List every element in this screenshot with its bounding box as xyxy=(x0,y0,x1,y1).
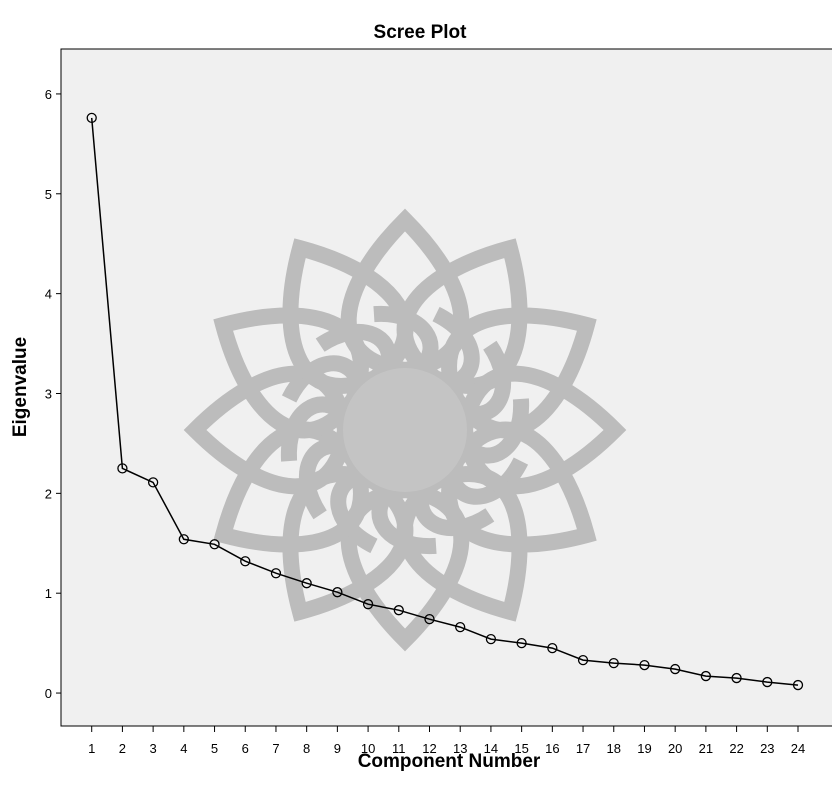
data-point xyxy=(117,463,128,474)
y-tick-label: 4 xyxy=(45,287,52,302)
y-tick-label: 3 xyxy=(45,386,52,401)
x-tick-label: 4 xyxy=(180,741,187,756)
x-tick-label: 2 xyxy=(119,741,126,756)
data-point xyxy=(731,672,742,684)
x-tick-label: 17 xyxy=(576,741,590,756)
data-point xyxy=(301,578,312,589)
data-point xyxy=(209,539,220,550)
x-tick-label: 24 xyxy=(791,741,805,756)
data-point xyxy=(516,637,527,649)
data-point xyxy=(792,679,804,691)
y-tick-label: 2 xyxy=(45,486,52,501)
x-tick-label: 10 xyxy=(361,741,375,756)
watermark-arc xyxy=(373,306,439,376)
data-point xyxy=(608,657,619,669)
x-tick-label: 3 xyxy=(150,741,157,756)
y-tick-label: 0 xyxy=(45,686,52,701)
data-point xyxy=(332,587,343,598)
x-tick-label: 5 xyxy=(211,741,218,756)
data-point xyxy=(670,663,681,675)
data-point xyxy=(362,599,374,610)
x-tick-label: 12 xyxy=(422,741,436,756)
data-point xyxy=(547,642,558,654)
x-tick-label: 6 xyxy=(242,741,249,756)
series-line xyxy=(90,117,799,686)
x-axis-label: Component Number xyxy=(358,751,541,772)
x-tick-label: 18 xyxy=(607,741,621,756)
x-tick-label: 14 xyxy=(484,741,498,756)
y-tick-label: 1 xyxy=(45,586,52,601)
watermark-center-circle xyxy=(343,368,467,492)
x-tick-label: 1 xyxy=(88,741,95,756)
chart-title: Scree Plot xyxy=(374,22,468,43)
data-point xyxy=(393,605,404,616)
data-point xyxy=(762,676,773,688)
x-tick-label: 21 xyxy=(699,741,713,756)
x-tick-label: 13 xyxy=(453,741,467,756)
data-point xyxy=(577,654,589,666)
data-point xyxy=(639,659,650,671)
x-tick-label: 9 xyxy=(334,741,341,756)
x-tick-label: 20 xyxy=(668,741,682,756)
data-point xyxy=(147,477,159,488)
data-point xyxy=(455,621,466,633)
y-axis-label: Eigenvalue xyxy=(10,337,31,437)
x-tick-label: 8 xyxy=(303,741,310,756)
x-tick-label: 23 xyxy=(760,741,774,756)
data-point xyxy=(485,633,497,645)
data-point xyxy=(424,614,435,625)
x-tick-label: 22 xyxy=(729,741,743,756)
data-point xyxy=(700,670,712,682)
y-axis: 0 1 2 3 4 5 6 xyxy=(45,87,61,701)
x-tick-label: 16 xyxy=(545,741,559,756)
x-tick-label: 19 xyxy=(637,741,651,756)
x-tick-label: 15 xyxy=(514,741,528,756)
data-point xyxy=(178,534,189,545)
watermark-emblem xyxy=(183,208,627,652)
x-axis: 1 2 3 4 5 6 7 8 9 10 11 12 13 14 15 16 17 18 19 20 21 22 23 24 xyxy=(88,726,805,756)
data-point xyxy=(270,568,282,579)
x-tick-label: 7 xyxy=(272,741,279,756)
y-tick-label: 6 xyxy=(45,87,52,102)
x-tick-label: 11 xyxy=(392,741,406,756)
series-eigenvalue xyxy=(86,112,804,691)
y-tick-label: 5 xyxy=(45,187,52,202)
data-point xyxy=(240,556,251,567)
data-point xyxy=(86,112,97,124)
